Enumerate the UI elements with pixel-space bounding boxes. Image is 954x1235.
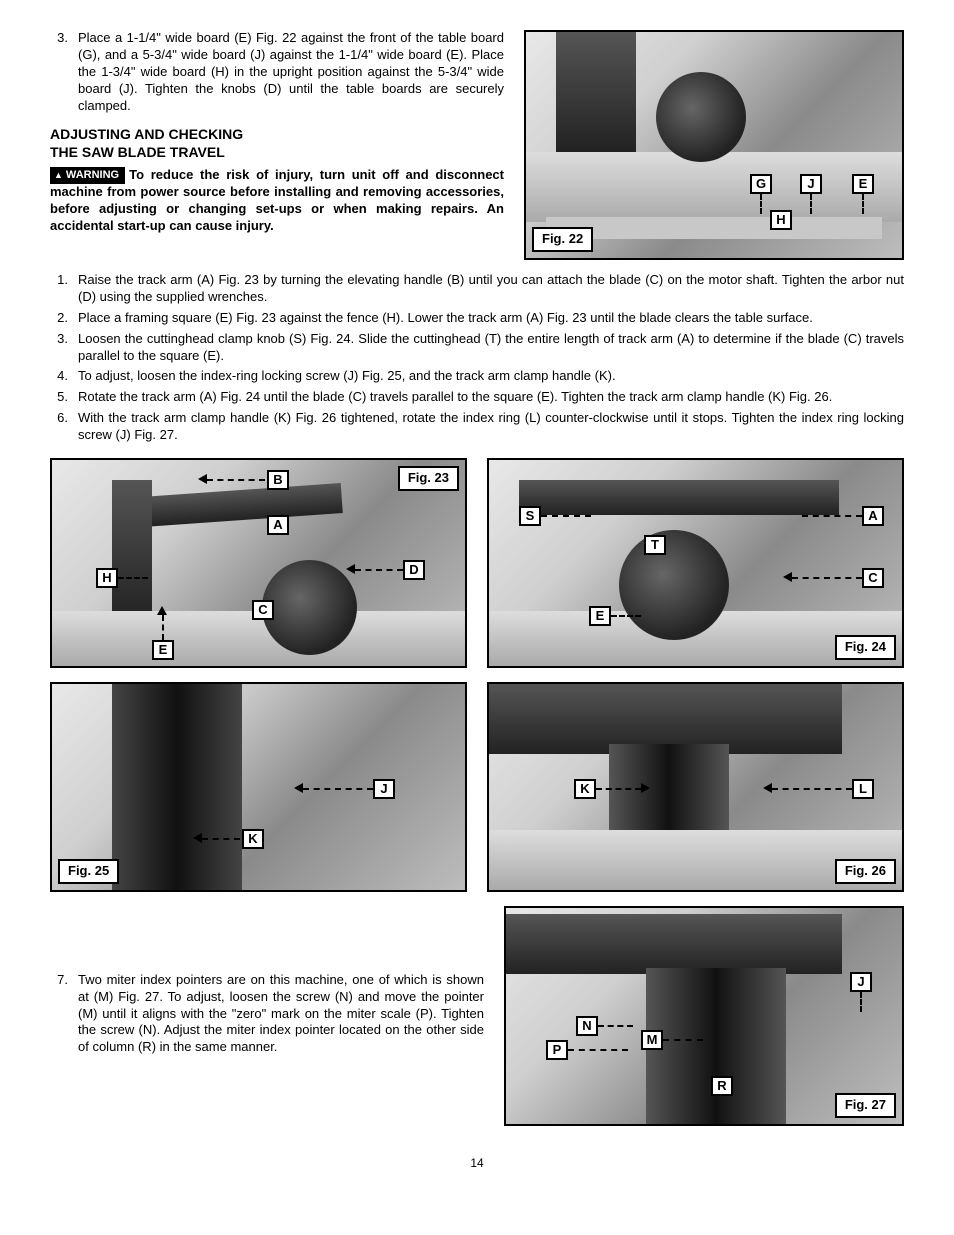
callout-K: K: [242, 829, 264, 849]
fig24-label: Fig. 24: [835, 635, 896, 660]
step-6: 6.With the track arm clamp handle (K) Fi…: [50, 410, 904, 444]
callout-B: B: [267, 470, 289, 490]
callout-K: K: [574, 779, 596, 799]
callout-J: J: [373, 779, 395, 799]
callout-E: E: [852, 174, 874, 194]
callout-J: J: [850, 972, 872, 992]
callout-A: A: [267, 515, 289, 535]
fig22-label: Fig. 22: [532, 227, 593, 252]
callout-N: N: [576, 1016, 598, 1036]
callout-G: G: [750, 174, 772, 194]
figure-25: Fig. 25 J K: [50, 682, 467, 892]
figure-23: Fig. 23 B A H D C E: [50, 458, 467, 668]
callout-J: J: [800, 174, 822, 194]
figure-26: Fig. 26 K L: [487, 682, 904, 892]
callout-E: E: [152, 640, 174, 660]
callout-C: C: [252, 600, 274, 620]
step-4: 4.To adjust, loosen the index-ring locki…: [50, 368, 904, 385]
figure-27: Fig. 27 J N M P R: [504, 906, 904, 1126]
section-heading: ADJUSTING AND CHECKING THE SAW BLADE TRA…: [50, 126, 504, 161]
fig25-label: Fig. 25: [58, 859, 119, 884]
callout-E: E: [589, 606, 611, 626]
fig27-label: Fig. 27: [835, 1093, 896, 1118]
callout-D: D: [403, 560, 425, 580]
step-text: Two miter index pointers are on this mac…: [78, 972, 484, 1056]
callout-T: T: [644, 535, 666, 555]
step-1: 1.Raise the track arm (A) Fig. 23 by tur…: [50, 272, 904, 306]
fig26-label: Fig. 26: [835, 859, 896, 884]
fig23-label: Fig. 23: [398, 466, 459, 491]
callout-A: A: [862, 506, 884, 526]
figure-22: Fig. 22 G J E H: [524, 30, 904, 260]
callout-H: H: [770, 210, 792, 230]
procedure-list: 1.Raise the track arm (A) Fig. 23 by tur…: [50, 272, 904, 444]
step-7: 7. Two miter index pointers are on this …: [50, 972, 484, 1056]
warning-block: WARNINGTo reduce the risk of injury, tur…: [50, 167, 504, 235]
warning-icon: WARNING: [50, 167, 125, 183]
callout-S: S: [519, 506, 541, 526]
callout-C: C: [862, 568, 884, 588]
callout-H: H: [96, 568, 118, 588]
page-number: 14: [50, 1156, 904, 1172]
step-3: 3.Loosen the cuttinghead clamp knob (S) …: [50, 331, 904, 365]
step-number: 7.: [50, 972, 78, 1056]
step-2: 2.Place a framing square (E) Fig. 23 aga…: [50, 310, 904, 327]
callout-R: R: [711, 1076, 733, 1096]
step-text: Place a 1-1/4" wide board (E) Fig. 22 ag…: [78, 30, 504, 114]
figure-24: Fig. 24 S A T C E: [487, 458, 904, 668]
callout-M: M: [641, 1030, 663, 1050]
step-number: 3.: [50, 30, 78, 114]
step-5: 5.Rotate the track arm (A) Fig. 24 until…: [50, 389, 904, 406]
callout-P: P: [546, 1040, 568, 1060]
step-3: 3. Place a 1-1/4" wide board (E) Fig. 22…: [50, 30, 504, 114]
callout-L: L: [852, 779, 874, 799]
